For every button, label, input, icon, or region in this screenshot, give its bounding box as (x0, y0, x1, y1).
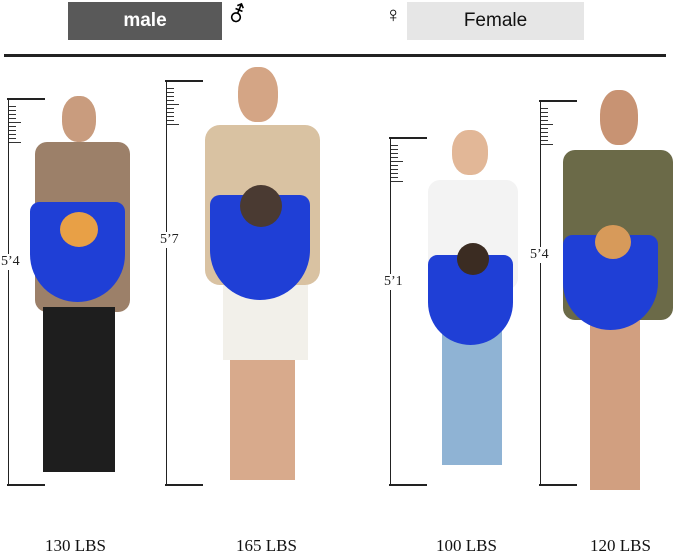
ruler-tick (541, 116, 548, 117)
ruler-tick (541, 144, 553, 145)
ruler-tick (9, 122, 21, 123)
ruler-cap (7, 98, 45, 100)
dog (457, 243, 489, 275)
dog (240, 185, 282, 227)
ruler-tick (9, 138, 16, 139)
person-3 (420, 125, 525, 510)
ruler-tick (391, 165, 398, 166)
ruler-tick (9, 142, 21, 143)
weight-label-4: 120 LBS (590, 536, 651, 555)
ruler-tick (391, 145, 398, 146)
height-ruler-1 (7, 98, 45, 486)
ruler-tick (167, 116, 174, 117)
ruler-tick (391, 157, 398, 158)
ruler-tick (391, 173, 398, 174)
height-ruler-2 (165, 80, 203, 486)
male-person-icon: ⚦ (228, 2, 247, 27)
ruler-tick (391, 153, 398, 154)
weight-label-2: 165 LBS (236, 536, 297, 555)
female-person-icon: ♀ (385, 2, 402, 27)
dog (595, 225, 631, 259)
ruler-tick (541, 124, 553, 125)
ruler-tick (9, 134, 16, 135)
person-4 (555, 85, 679, 515)
height-label-3: 5’1 (384, 274, 403, 290)
ruler-tick (391, 161, 403, 162)
height-ruler-4 (539, 100, 577, 486)
weight-label-1: 130 LBS (45, 536, 106, 555)
ruler-cap (389, 137, 427, 139)
ruler-tick (541, 128, 548, 129)
ruler-tick (391, 177, 398, 178)
ruler-tick (9, 114, 16, 115)
ruler-tick (541, 136, 548, 137)
ruler-tick (541, 132, 548, 133)
height-label-2: 5’7 (160, 232, 179, 248)
ruler-tick (167, 124, 179, 125)
ruler-tick (391, 169, 398, 170)
ruler-tick (9, 126, 16, 127)
ruler-tick (167, 100, 174, 101)
height-ruler-3 (389, 137, 427, 486)
ruler-tick (167, 92, 174, 93)
divider (4, 54, 666, 57)
ruler-cap (165, 80, 203, 82)
ruler-tick (167, 104, 179, 105)
ruler-cap (389, 484, 427, 486)
ruler-tick (9, 110, 16, 111)
ruler-tick (167, 120, 174, 121)
ruler-tick (391, 149, 398, 150)
ruler-tick (541, 108, 548, 109)
ruler-cap (7, 484, 45, 486)
ruler-cap (165, 484, 203, 486)
height-label-4: 5’4 (530, 247, 549, 263)
ruler-tick (541, 120, 548, 121)
ruler-tick (167, 88, 174, 89)
ruler-tick (541, 112, 548, 113)
ruler-tick (391, 181, 403, 182)
ruler-cap (539, 484, 577, 486)
ruler-tick (167, 108, 174, 109)
ruler-tick (167, 96, 174, 97)
weight-label-3: 100 LBS (436, 536, 497, 555)
female-label: Female (407, 2, 584, 40)
ruler-tick (541, 140, 548, 141)
person-1 (15, 92, 150, 492)
male-label: male (68, 2, 222, 40)
ruler-tick (9, 106, 16, 107)
person-2 (195, 65, 330, 495)
ruler-tick (9, 118, 16, 119)
cat (60, 212, 98, 247)
ruler-tick (9, 130, 16, 131)
height-label-1: 5’4 (1, 254, 20, 270)
ruler-tick (167, 112, 174, 113)
ruler-cap (539, 100, 577, 102)
